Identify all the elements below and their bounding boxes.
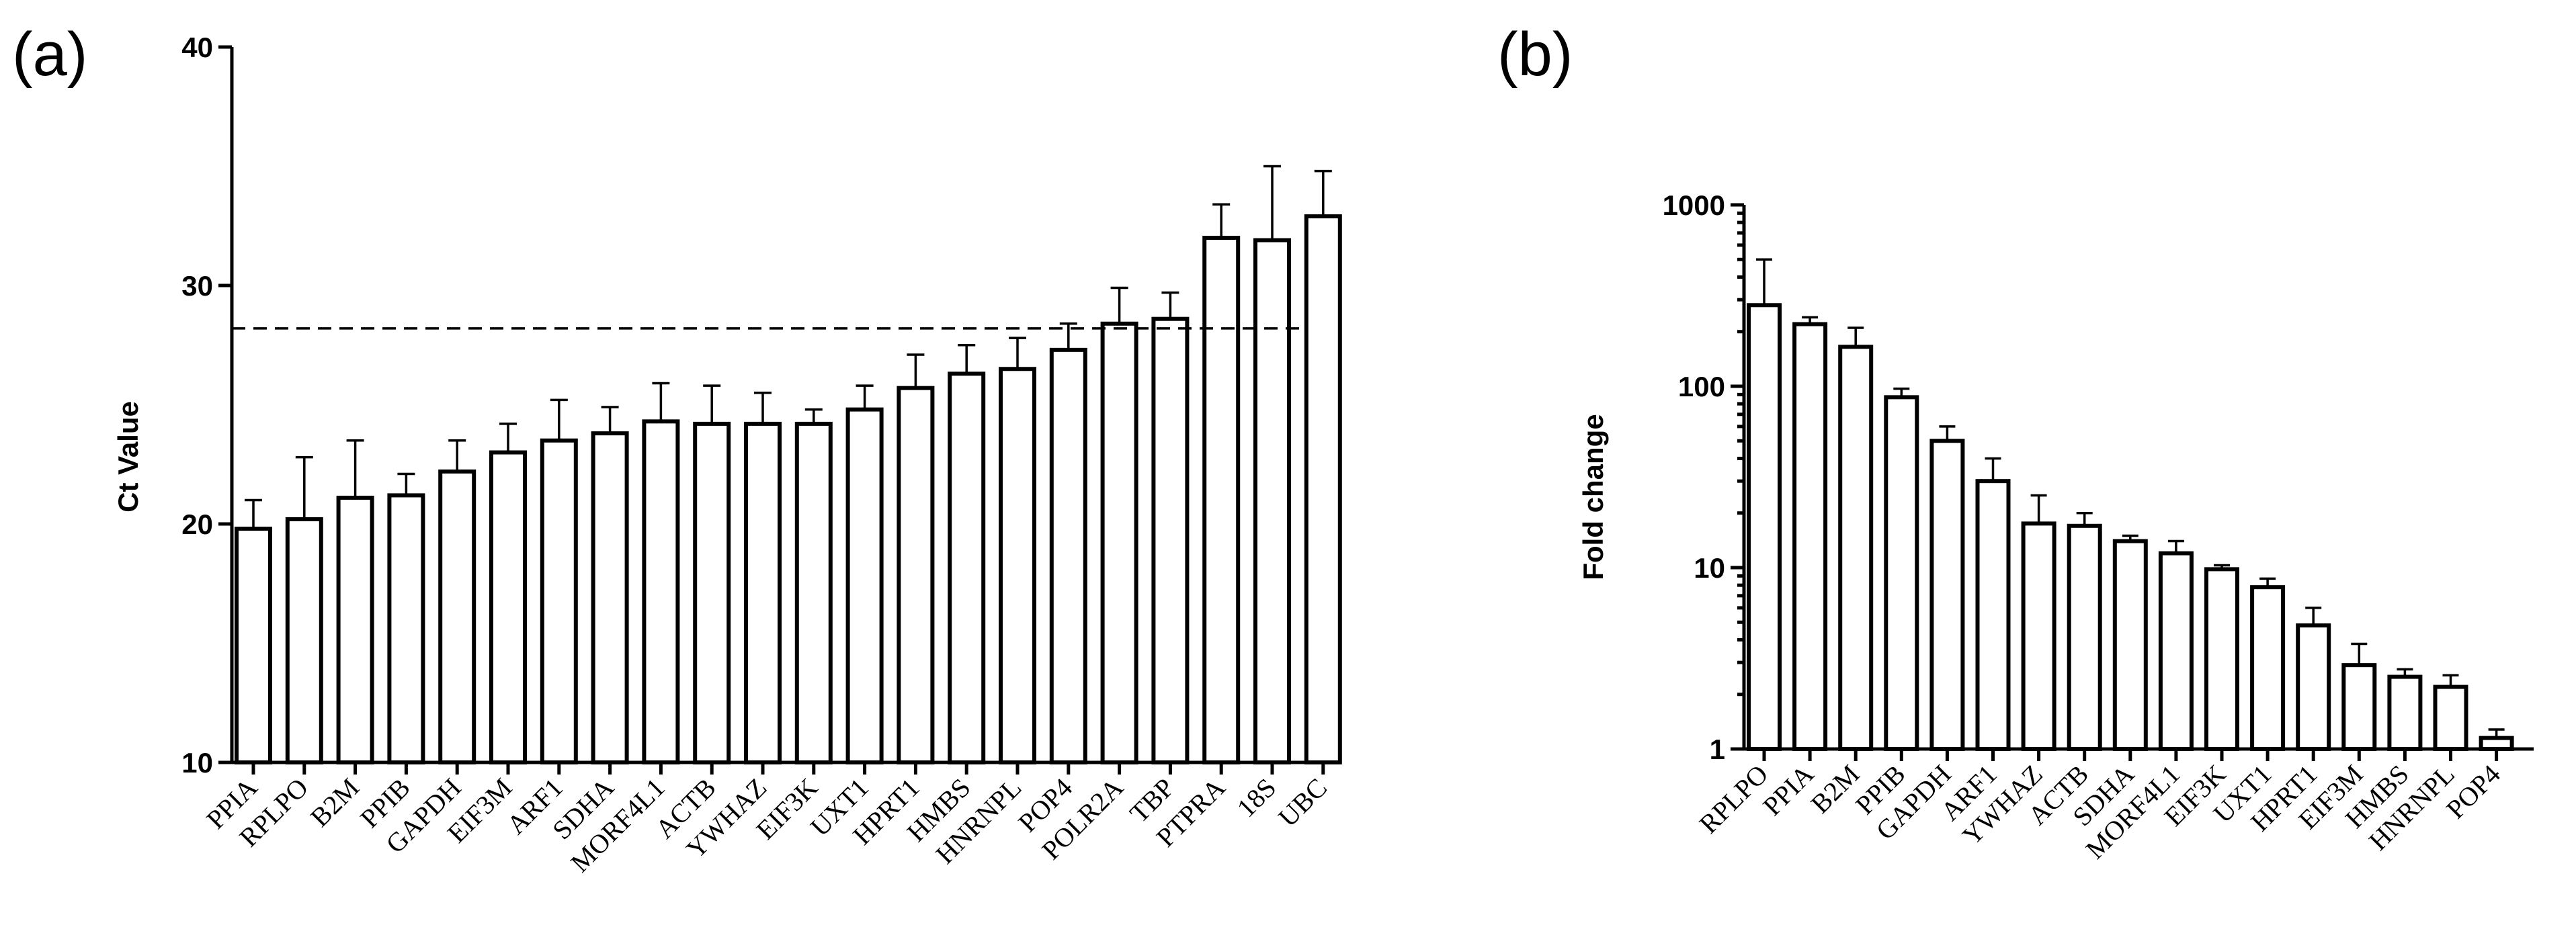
panel-a-bar-gapdh xyxy=(438,469,476,765)
panel-a-y-ticks: 10 20 30 40 xyxy=(181,32,232,779)
panel-a-bar-ubc xyxy=(1304,214,1342,764)
panel-a-error-bars xyxy=(245,165,1332,529)
panel-b-bar-gapdh xyxy=(1929,439,1965,751)
panel-a-bar-tbp xyxy=(1151,316,1190,764)
panel-a-bar-hmbs xyxy=(948,371,986,764)
panel-b-label: (b) xyxy=(1497,20,1573,89)
panel-a-bar-18s xyxy=(1253,238,1291,764)
panel-b-bar-sdha xyxy=(2112,539,2148,751)
panel-b-bar-ywhaz xyxy=(2021,521,2056,751)
panel-a-bar-ywhaz xyxy=(744,421,782,765)
panel-a-axes xyxy=(230,47,1307,764)
panel-a-bars xyxy=(235,214,1342,765)
panel-b-bar-ppib xyxy=(1884,395,1919,751)
panel-a-y-tick-label: 20 xyxy=(181,509,213,540)
panel-b-bar-b2m xyxy=(1838,345,1874,751)
panel-b-bar-ppia xyxy=(1792,322,1828,751)
panel-a: (a) Ct Value 10 20 30 40 PPIARPLPOB2MPPIBGA… xyxy=(12,20,1342,878)
panel-b-bar-hmbs xyxy=(2387,674,2423,752)
panel-a-x-tick-label: B2M xyxy=(304,772,365,833)
panel-a-bar-b2m xyxy=(336,495,374,764)
panel-a-bar-arf1 xyxy=(540,438,578,764)
panel-b-y-ticks: 1 10 100 1000 xyxy=(1663,189,1744,765)
panel-a-bar-polr2a xyxy=(1100,321,1138,764)
panel-b-error-bars xyxy=(1756,258,2505,738)
panel-a-y-tick-label: 30 xyxy=(181,270,213,302)
panel-a-y-tick-label: 40 xyxy=(181,32,213,63)
panel-a-bar-sdha xyxy=(591,431,629,764)
panel-a-x-tick-label: 18S xyxy=(1231,772,1282,824)
panel-a-bar-uxt1 xyxy=(845,407,884,764)
panel-b-y-tick-label: 100 xyxy=(1678,371,1725,402)
panel-a-bar-actb xyxy=(693,421,731,765)
panel-a-x-tick-label: UBC xyxy=(1272,772,1333,833)
panel-b-x-ticks: RPLPOPPIAB2MPPIBGAPDHARF1YWHAZACTBSDHAMO… xyxy=(1694,749,2506,865)
panel-b-bar-eif3k xyxy=(2204,567,2239,751)
panel-b-bar-uxt1 xyxy=(2250,585,2286,751)
panel-b-y-tick-label: 10 xyxy=(1694,552,1725,584)
panel-b-x-tick-label: PPIA xyxy=(1757,758,1819,821)
panel-a-label: (a) xyxy=(12,20,87,89)
panel-b-y-tick-label: 1000 xyxy=(1663,189,1725,221)
panel-b-bar-hprt1 xyxy=(2296,623,2331,752)
panel-a-bar-eif3k xyxy=(794,421,833,765)
panel-b-bar-rplpo xyxy=(1747,303,1782,751)
panel-b-bar-morf4l1 xyxy=(2158,551,2194,752)
panel-a-x-ticks: PPIARPLPOB2MPPIBGAPDHEIF3MARF1SDHAMORF4L… xyxy=(200,762,1333,878)
panel-b-ylabel: Fold change xyxy=(1577,414,1609,580)
panel-b-bar-actb xyxy=(2067,523,2102,752)
panel-a-bar-pop4 xyxy=(1049,347,1087,764)
panel-b-bar-eif3m xyxy=(2341,663,2377,751)
panel-a-bar-hprt1 xyxy=(897,386,935,764)
panel-a-bar-ptpra xyxy=(1202,236,1241,764)
panel-a-y-tick-label: 10 xyxy=(181,747,213,779)
panel-a-bar-hnrnpl xyxy=(999,367,1036,764)
panel-b-y-tick-label: 1 xyxy=(1710,734,1725,765)
panel-b-bar-hnrnpl xyxy=(2433,685,2468,752)
panel-b-x-tick-label: POP4 xyxy=(2440,759,2506,825)
panel-a-bar-ppia xyxy=(235,527,272,764)
panel-b: (b) Fold change 1 10 100 1000 RPLPOPPIAB2MP… xyxy=(1497,20,2534,865)
panel-a-bar-morf4l1 xyxy=(642,419,680,764)
panel-a-bar-rplpo xyxy=(285,517,323,765)
panel-b-bars xyxy=(1747,303,2514,752)
panel-a-ylabel: Ct Value xyxy=(112,401,144,513)
panel-b-x-tick-label: B2M xyxy=(1805,759,1866,820)
panel-a-bar-ppib xyxy=(387,493,425,765)
panel-a-bar-eif3m xyxy=(489,450,527,764)
panel-b-bar-arf1 xyxy=(1975,479,2011,751)
panel-b-axes xyxy=(1742,205,2534,751)
